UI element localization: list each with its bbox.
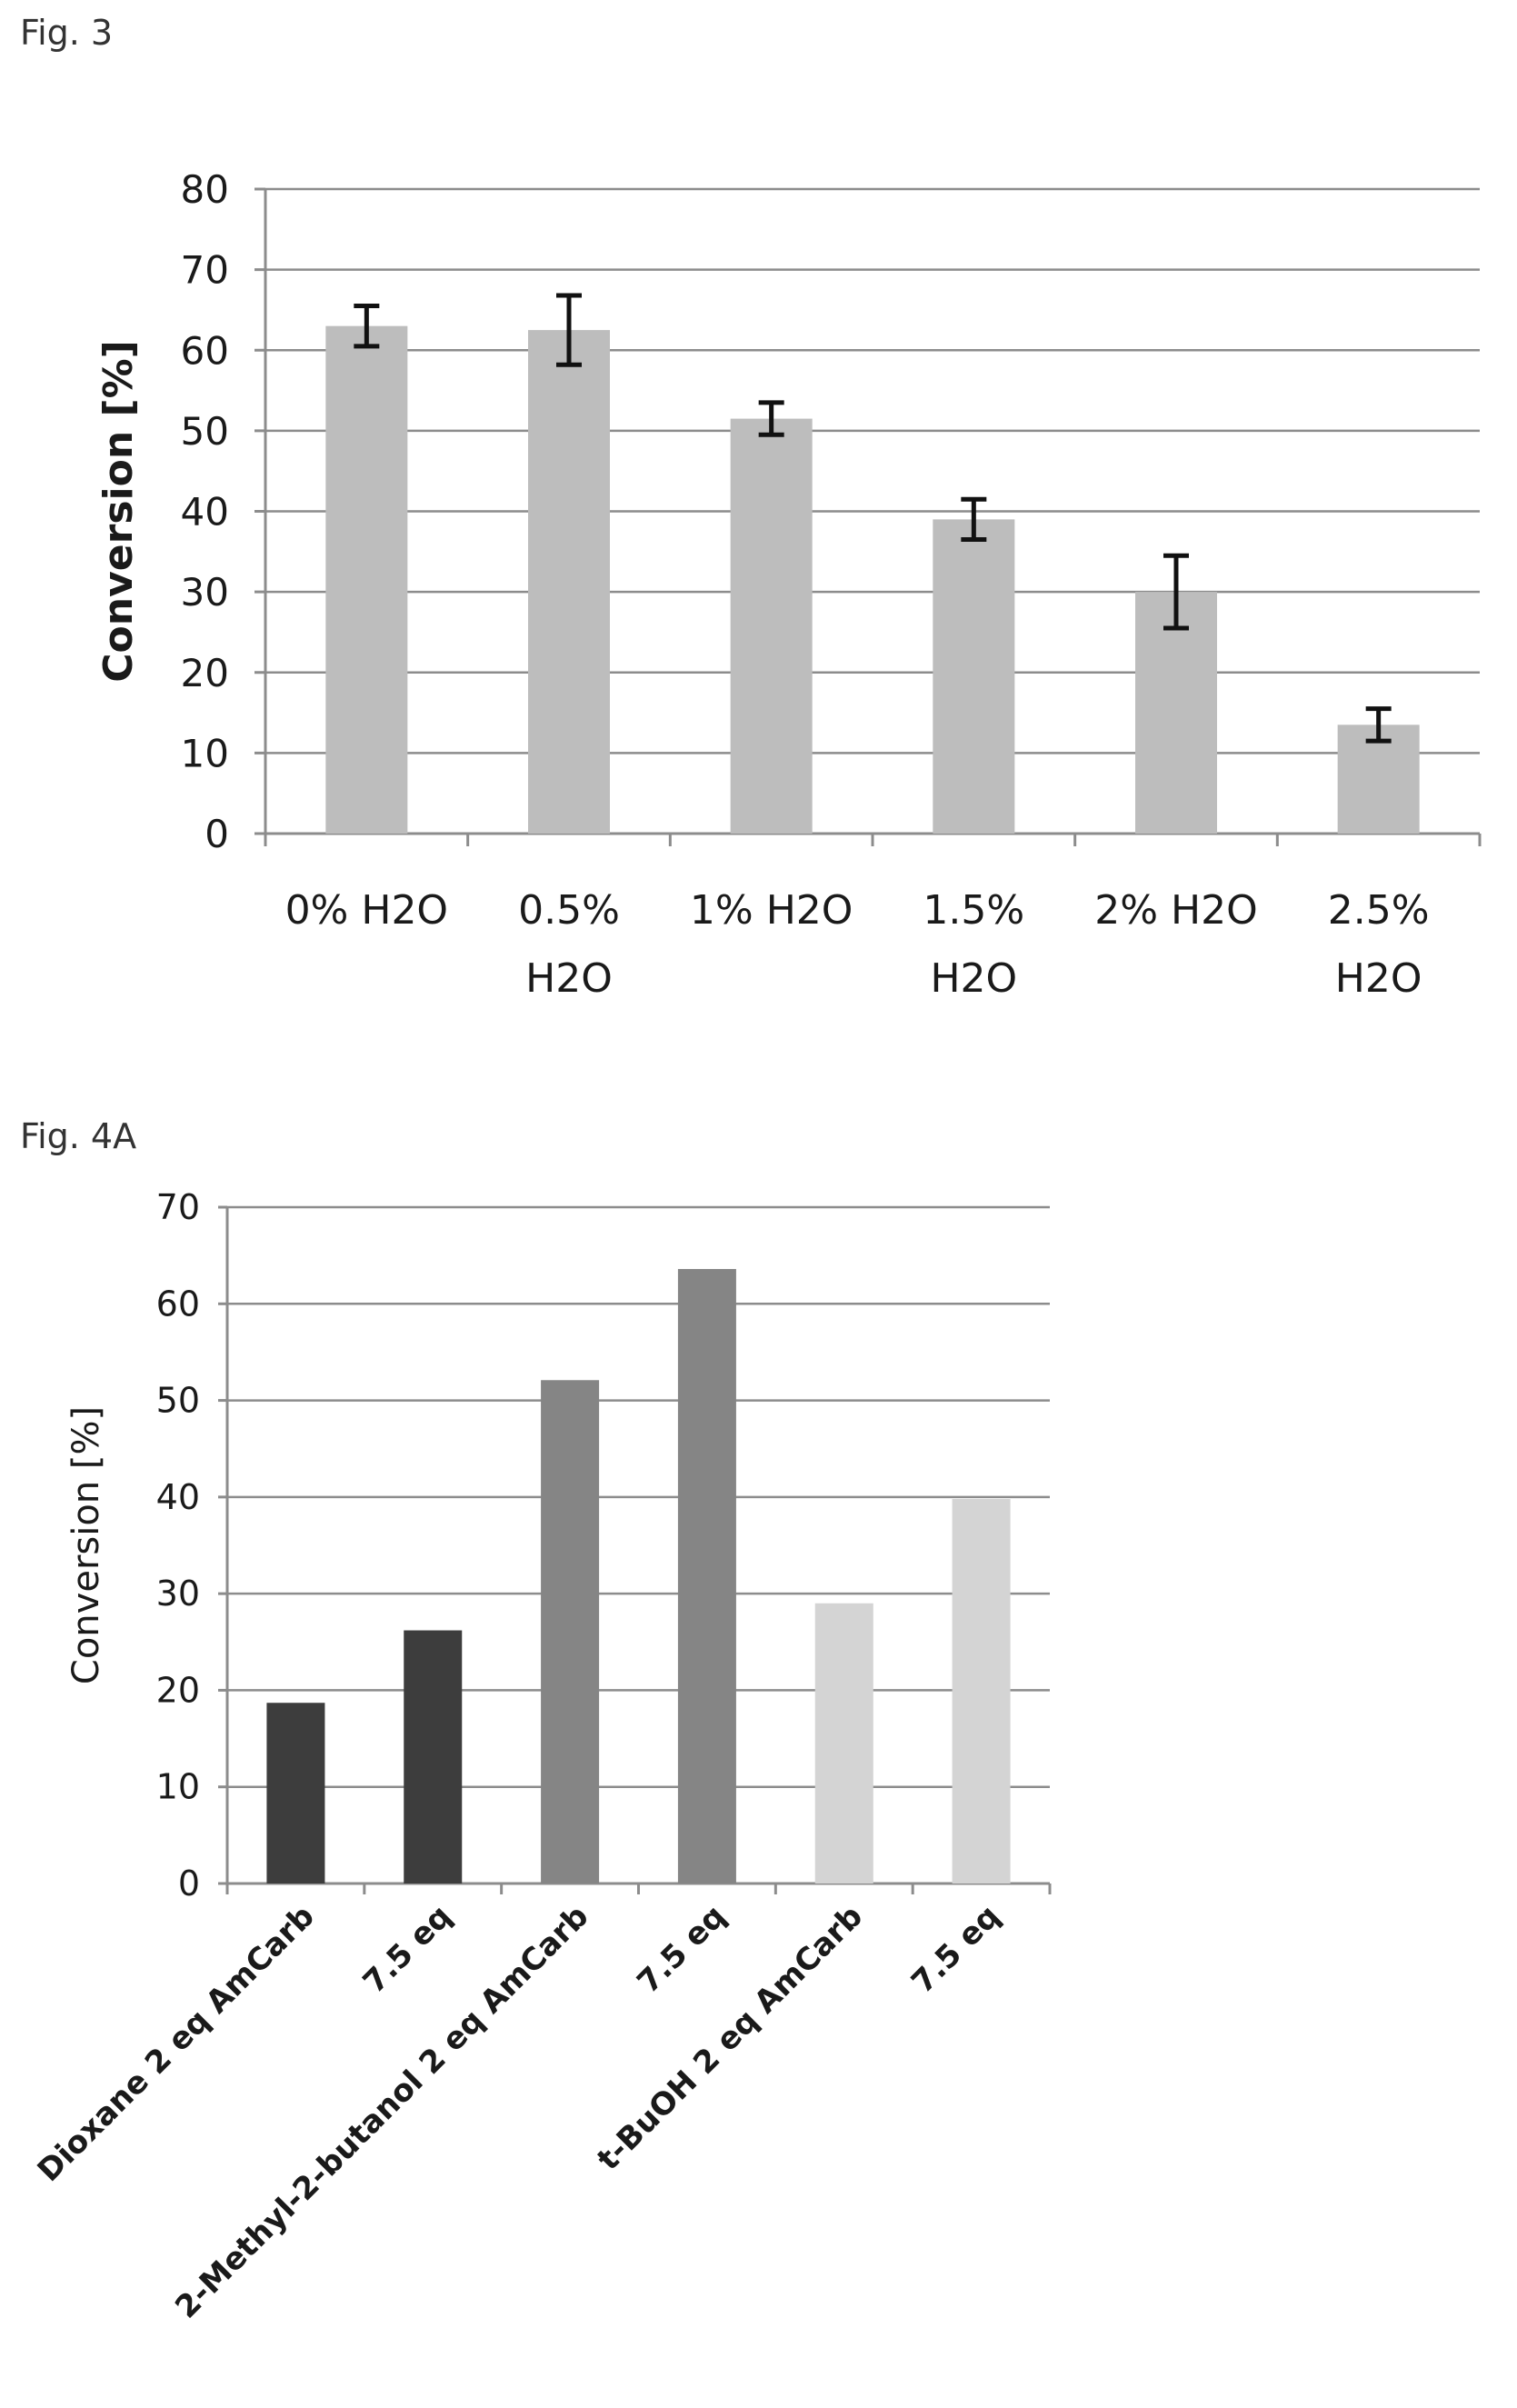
bar [266,1703,325,1883]
y-tick-label: 30 [156,1574,200,1614]
bar [814,1603,873,1883]
error-bar [961,496,987,543]
fig3-chart: 0 10 20 30 40 50 60 70 80 0% H2O 0.5% H2O 1% H2O 1.5%… [95,167,1482,1002]
x-tick-label: 7.5 eq [904,1898,1007,2001]
fig4a-label: Fig. 4A [20,1116,137,1156]
bar [933,519,1015,834]
error-bar [354,304,380,349]
fig3-label: Fig. 3 [20,13,114,53]
x-tick-label: 7.5 eq [631,1898,734,2001]
bar [952,1498,1011,1883]
y-tick-label: 80 [181,167,229,212]
y-tick-label: 60 [181,328,229,373]
y-tick-label: 20 [181,651,229,695]
x-tick-label: H2O [525,955,613,1002]
y-tick-label: 0 [178,1863,200,1903]
bar [730,418,813,834]
bar [677,1269,736,1883]
y-tick-label: 60 [156,1284,200,1324]
x-tick-label: H2O [1335,955,1422,1002]
error-bar [556,293,582,367]
y-tick-label: 70 [156,1187,200,1227]
error-bar [758,400,784,437]
y-tick-label: 10 [181,731,229,775]
bar [1135,592,1217,834]
x-tick-label: 1.5% [923,887,1024,934]
x-tick-label: H2O [930,955,1017,1002]
x-tick-label: t-BuOH 2 eq AmCarb [590,1898,870,2178]
y-tick-label: 10 [156,1767,200,1807]
y-tick-label: 30 [181,570,229,614]
y-tick-label: 50 [156,1381,200,1421]
y-tick-label: 70 [181,248,229,293]
bar [325,325,408,834]
x-tick-label: 1% H2O [690,887,853,934]
y-axis-title: Conversion [%] [95,340,142,683]
y-tick-label: 40 [181,490,229,535]
y-tick-label: 0 [205,812,229,856]
x-tick-label: Dioxane 2 eq AmCarb [31,1898,322,2189]
x-tick-label: 0% H2O [285,887,449,934]
bar [404,1630,463,1883]
x-tick-label: 0.5% [518,887,620,934]
y-tick-label: 40 [156,1477,200,1517]
error-bar [1365,706,1392,744]
bar [528,330,610,834]
x-tick-label: 2.5% [1328,887,1430,934]
y-axis-title: Conversion [%] [65,1406,107,1684]
x-tick-label: 2% H2O [1094,887,1258,934]
bar [541,1380,600,1883]
x-tick-label: 7.5 eq [356,1898,459,2001]
error-bar [1163,553,1189,631]
y-tick-label: 20 [156,1670,200,1710]
y-tick-label: 50 [181,409,229,454]
